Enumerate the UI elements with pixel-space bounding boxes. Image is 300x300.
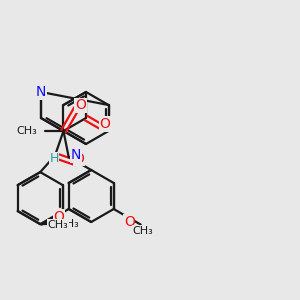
Text: N: N — [71, 148, 81, 162]
Text: O: O — [100, 117, 111, 131]
Text: N: N — [36, 85, 46, 99]
Text: O: O — [75, 98, 86, 112]
Text: CH₃: CH₃ — [48, 220, 68, 230]
Text: CH₃: CH₃ — [16, 126, 37, 136]
Text: O: O — [74, 152, 84, 166]
Text: CH₃: CH₃ — [132, 226, 153, 236]
Text: CH₃: CH₃ — [58, 219, 79, 229]
Text: H: H — [49, 152, 59, 166]
Text: O: O — [124, 215, 135, 229]
Text: O: O — [54, 210, 64, 224]
